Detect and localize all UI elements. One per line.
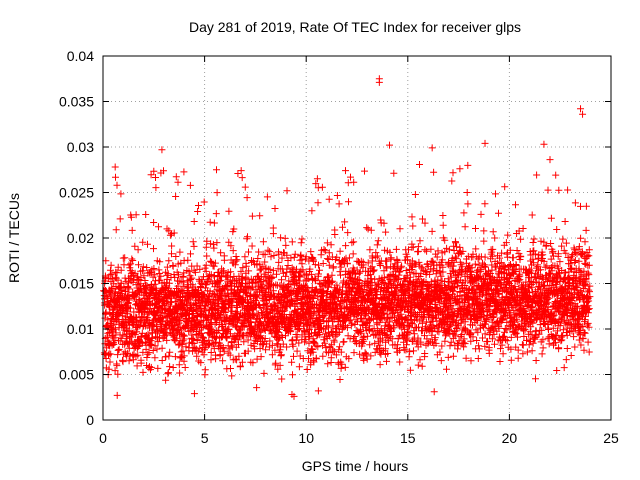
data-point xyxy=(237,167,245,175)
data-point xyxy=(386,141,394,149)
y-tick-label: 0.005 xyxy=(59,367,94,383)
data-point xyxy=(113,391,121,399)
data-point xyxy=(579,110,587,118)
data-point xyxy=(314,387,322,395)
data-point xyxy=(428,144,436,152)
y-tick-label: 0.025 xyxy=(59,185,94,201)
data-point xyxy=(540,140,548,148)
data-point xyxy=(158,146,166,154)
x-axis-label: GPS time / hours xyxy=(302,458,409,474)
data-points xyxy=(100,75,594,400)
y-tick-label: 0.03 xyxy=(67,139,94,155)
data-point xyxy=(375,78,383,86)
y-tick-label: 0.02 xyxy=(67,230,94,246)
data-point xyxy=(111,163,119,171)
data-point xyxy=(577,105,585,113)
x-tick-label: 25 xyxy=(603,430,619,446)
x-tick-label: 15 xyxy=(400,430,416,446)
y-tick-label: 0.015 xyxy=(59,276,94,292)
y-tick-label: 0.04 xyxy=(67,48,94,64)
chart-title: Day 281 of 2019, Rate Of TEC Index for r… xyxy=(189,19,521,35)
y-axis-ticks: 0 0.005 0.01 0.015 0.02 0.025 0.03 0.035 0.04 xyxy=(59,48,611,428)
y-axis-label: ROTI / TECUs xyxy=(6,193,22,283)
x-axis-ticks: 0 5 10 15 20 25 xyxy=(99,56,619,446)
data-point xyxy=(430,388,438,396)
x-tick-label: 0 xyxy=(99,430,107,446)
data-point xyxy=(481,139,489,147)
data-point xyxy=(190,390,198,398)
y-tick-label: 0 xyxy=(86,412,94,428)
data-point xyxy=(288,391,296,399)
x-tick-label: 5 xyxy=(201,430,209,446)
x-tick-label: 20 xyxy=(502,430,518,446)
x-tick-label: 10 xyxy=(298,430,314,446)
dense-marker-cloud xyxy=(100,156,594,392)
y-tick-label: 0.01 xyxy=(67,321,94,337)
y-tick-label: 0.035 xyxy=(59,94,94,110)
